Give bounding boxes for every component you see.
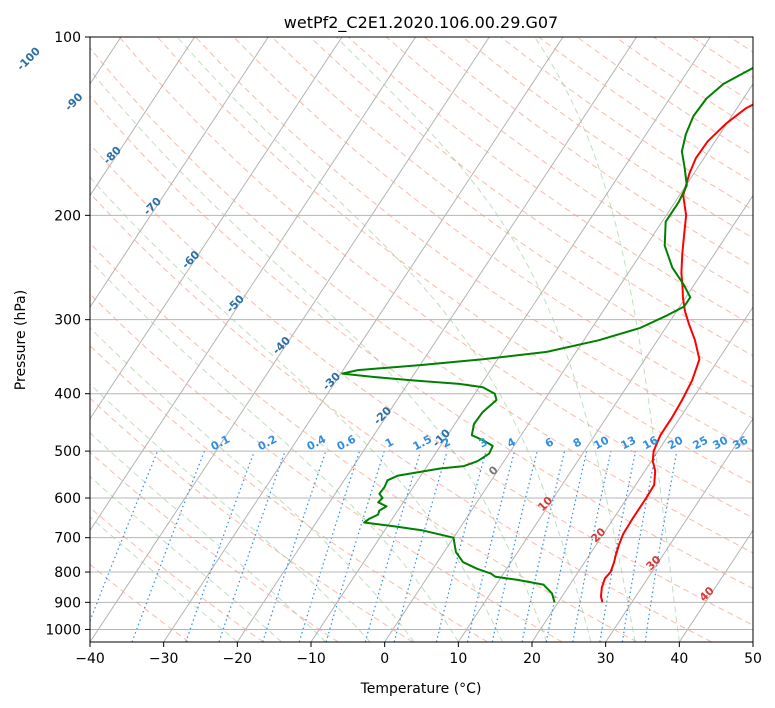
dry-adiabat xyxy=(768,37,775,642)
isotherm-line xyxy=(90,37,196,197)
dry-adiabat xyxy=(90,143,753,626)
adiabat-label: -100 xyxy=(14,44,43,73)
y-tick-label: 100 xyxy=(54,30,81,46)
dry-adiabat xyxy=(157,37,753,485)
x-axis-label: Temperature (°C) xyxy=(360,681,482,697)
mixing-ratio-label: 36 xyxy=(731,433,751,452)
mixing-ratio-line xyxy=(262,450,327,642)
y-tick-label: 300 xyxy=(54,313,81,329)
y-tick-label: 900 xyxy=(54,595,81,611)
isotherm-line xyxy=(90,37,269,309)
plot-frame xyxy=(89,36,754,643)
dry-adiabat xyxy=(90,451,339,642)
moist-adiabat xyxy=(90,516,238,642)
mixing-ratio-label: 16 xyxy=(641,433,661,452)
mixing-ratio-line xyxy=(644,450,678,642)
x-tick-label: 20 xyxy=(523,651,541,667)
dry-adiabat xyxy=(233,37,753,419)
y-tick-label: 200 xyxy=(54,208,81,224)
chart-title: wetPf2_C2E1.2020.106.00.29.G07 xyxy=(284,13,558,33)
moist-adiabat xyxy=(90,259,459,642)
x-tick-label: −40 xyxy=(75,651,105,667)
mixing-ratio-line xyxy=(325,450,385,642)
mixing-ratio-label: 30 xyxy=(711,433,731,452)
y-tick-label: 500 xyxy=(54,444,81,460)
dry-adiabat xyxy=(118,37,753,519)
moist-adiabat xyxy=(176,37,592,642)
dry-adiabat xyxy=(90,293,563,642)
x-axis-ticks: −40 −30 −20 −10 0 10 20 30 40 50 xyxy=(75,642,762,667)
dry-adiabat xyxy=(195,37,753,452)
mixing-ratio-label: 25 xyxy=(691,434,711,453)
isotherm-line xyxy=(752,641,753,642)
y-tick-label: 800 xyxy=(54,565,81,581)
x-tick-label: 0 xyxy=(380,651,389,667)
dry-adiabat xyxy=(90,506,264,642)
isotherm-line xyxy=(90,37,490,642)
isotherm-line xyxy=(384,83,753,642)
x-tick-label: −10 xyxy=(296,651,326,667)
moist-adiabat xyxy=(90,327,415,642)
isotherm-line xyxy=(236,37,638,642)
x-tick-label: −30 xyxy=(149,651,179,667)
y-tick-label: 1000 xyxy=(45,622,81,638)
y-tick-label: 700 xyxy=(54,531,81,547)
y-axis-label: Pressure (hPa) xyxy=(13,290,29,390)
moist-adiabat xyxy=(90,176,503,642)
dry-adiabat xyxy=(90,344,488,642)
mixing-ratio-line xyxy=(298,450,361,642)
moist-adiabat xyxy=(335,37,636,642)
moist-adiabat xyxy=(90,69,548,642)
isotherm-line xyxy=(90,37,417,532)
moist-adiabat xyxy=(90,475,282,642)
mixing-ratio-line xyxy=(364,450,422,642)
isotherm-line xyxy=(605,417,753,642)
x-tick-label: 30 xyxy=(597,651,615,667)
mixing-ratio-line xyxy=(90,450,159,623)
mixing-ratio-line xyxy=(393,450,448,642)
temperature-profile-line xyxy=(600,103,753,603)
isotherm-line xyxy=(457,194,753,642)
x-tick-label: 50 xyxy=(744,651,762,667)
x-tick-label: 40 xyxy=(670,651,688,667)
dry-adiabat xyxy=(90,47,753,554)
profile-series xyxy=(341,66,753,603)
mixing-ratio-line xyxy=(131,450,205,642)
x-tick-label: −20 xyxy=(223,651,253,667)
y-axis-ticks: 100 200 300 400 500 600 700 800 900 1000 xyxy=(45,30,90,638)
isotherm-line xyxy=(163,37,564,642)
moist-adiabat xyxy=(534,37,680,642)
dry-adiabat xyxy=(386,37,753,297)
y-tick-label: 400 xyxy=(54,387,81,403)
dry-adiabat xyxy=(347,37,753,327)
adiabat-label: -90 xyxy=(62,90,85,113)
background-lines xyxy=(90,37,775,642)
isotherm-line xyxy=(90,37,343,420)
x-tick-label: 10 xyxy=(449,651,467,667)
dewpoint-profile-line xyxy=(341,66,753,603)
isotherm-line xyxy=(678,529,753,642)
isotherm-line xyxy=(531,306,753,642)
mixing-ratio-label: 20 xyxy=(666,433,686,452)
mixing-ratio-label: 13 xyxy=(619,434,639,453)
y-tick-label: 600 xyxy=(54,491,81,507)
mixing-ratio-label: 10 xyxy=(592,433,612,452)
mixing-ratio-line xyxy=(599,450,637,642)
mixing-ratio-line xyxy=(572,450,612,642)
moist-adiabat xyxy=(90,432,327,642)
plot-area xyxy=(90,37,753,642)
mixing-ratio-line xyxy=(545,450,588,642)
